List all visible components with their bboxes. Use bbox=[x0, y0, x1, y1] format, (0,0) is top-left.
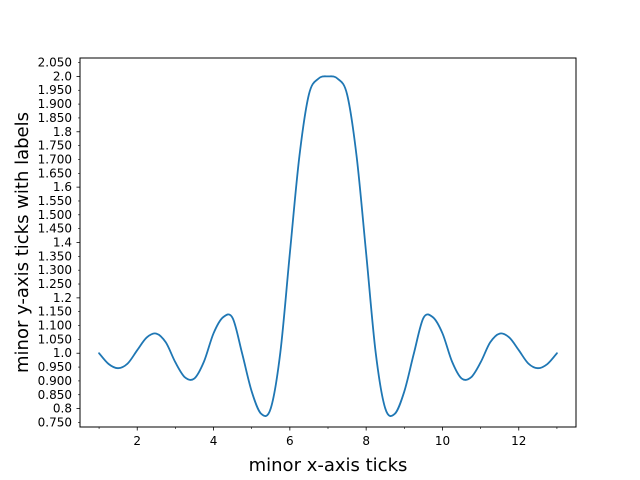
plot-area bbox=[98, 75, 558, 417]
y-tick-label: 1.050 bbox=[38, 332, 72, 346]
y-tick-label: 1.250 bbox=[38, 277, 72, 291]
x-tick-label: 2 bbox=[133, 434, 141, 448]
y-tick-label: 1.0 bbox=[53, 346, 72, 360]
y-tick-label: 1.750 bbox=[38, 139, 72, 153]
y-tick-label: 2.0 bbox=[53, 69, 72, 83]
y-tick-label: 0.8 bbox=[53, 402, 72, 416]
axes-frame bbox=[79, 57, 577, 428]
x-tick-label: 12 bbox=[511, 434, 526, 448]
y-axis-ticks: 0.8 1.0 1.2 1.4 1.6 1.8 2.0 0.750 0.8500.9000.95… bbox=[38, 56, 80, 429]
x-tick-label: 6 bbox=[286, 434, 294, 448]
y-tick-label: 0.750 bbox=[38, 415, 72, 429]
y-tick-label: 1.650 bbox=[38, 166, 72, 180]
x-tick-label: 4 bbox=[210, 434, 218, 448]
y-tick-label: 1.850 bbox=[38, 111, 72, 125]
x-tick-label: 8 bbox=[362, 434, 370, 448]
x-axis-label: minor x-axis ticks bbox=[249, 455, 408, 476]
y-tick-label: 1.8 bbox=[53, 125, 72, 139]
y-tick-label: 1.900 bbox=[38, 97, 72, 111]
y-tick-label: 1.700 bbox=[38, 152, 72, 166]
y-tick-label: 0.850 bbox=[38, 388, 72, 402]
y-tick-label: 1.100 bbox=[38, 319, 72, 333]
series-line bbox=[98, 75, 558, 417]
x-tick-label: 10 bbox=[435, 434, 450, 448]
y-tick-label: 2.050 bbox=[38, 56, 72, 70]
y-tick-label: 1.300 bbox=[38, 263, 72, 277]
y-tick-label: 1.450 bbox=[38, 222, 72, 236]
y-tick-label: 1.550 bbox=[38, 194, 72, 208]
y-tick-label: 1.2 bbox=[53, 291, 72, 305]
y-tick-label: 0.950 bbox=[38, 360, 72, 374]
y-axis-label: minor y-axis ticks with labels bbox=[12, 112, 33, 373]
y-tick-label: 1.500 bbox=[38, 208, 72, 222]
y-tick-label: 0.900 bbox=[38, 374, 72, 388]
y-tick-label: 1.150 bbox=[38, 305, 72, 319]
y-tick-label: 1.6 bbox=[53, 180, 72, 194]
y-tick-label: 1.350 bbox=[38, 249, 72, 263]
x-axis-ticks: 2 4 6 8 10 12 bbox=[98, 427, 558, 448]
y-tick-label: 1.950 bbox=[38, 83, 72, 97]
y-tick-label: 1.4 bbox=[53, 236, 72, 250]
